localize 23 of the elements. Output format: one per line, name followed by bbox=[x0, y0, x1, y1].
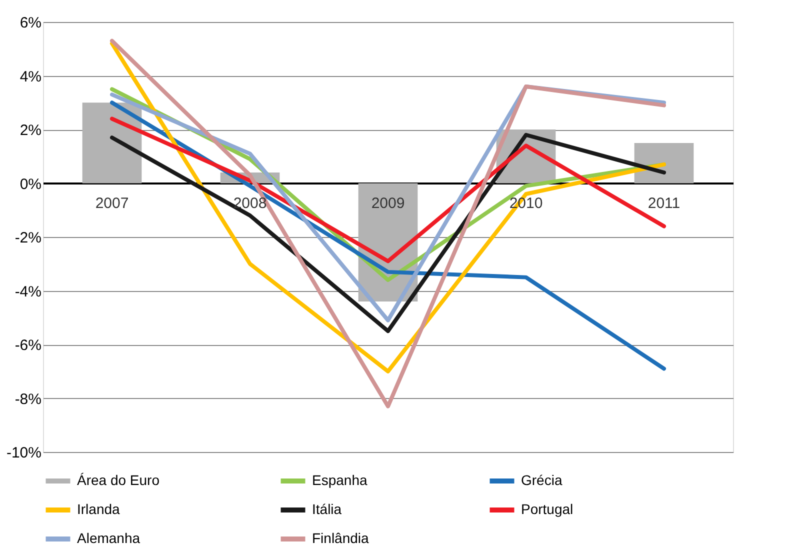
legend-label: Irlanda bbox=[77, 501, 120, 517]
x-tick-label: 2008 bbox=[233, 194, 267, 212]
legend-label: Itália bbox=[312, 501, 342, 517]
y-tick-label: 4% bbox=[20, 68, 42, 86]
y-tick-label: 0% bbox=[20, 176, 42, 193]
y-tick-label: -10% bbox=[6, 444, 42, 462]
y-tick-label: -4% bbox=[14, 283, 42, 300]
legend-label: Área do Euro bbox=[77, 472, 160, 488]
y-tick-label: 6% bbox=[20, 14, 42, 32]
legend-label: Finlândia bbox=[312, 530, 370, 546]
legend-label: Grécia bbox=[521, 472, 562, 488]
x-tick-label: 2009 bbox=[371, 194, 405, 212]
bar bbox=[82, 102, 142, 184]
y-tick-label: 2% bbox=[20, 122, 42, 139]
y-tick-label: -6% bbox=[14, 337, 42, 354]
y-tick-label: -2% bbox=[14, 230, 42, 246]
bar bbox=[634, 142, 694, 184]
y-tick-label: -8% bbox=[14, 390, 42, 408]
legend-label: Espanha bbox=[312, 472, 368, 488]
x-tick-label: 2011 bbox=[648, 194, 680, 212]
legend-label: Portugal bbox=[521, 501, 574, 517]
x-tick-label: 2007 bbox=[95, 194, 129, 212]
legend-label: Alemanha bbox=[77, 530, 140, 546]
